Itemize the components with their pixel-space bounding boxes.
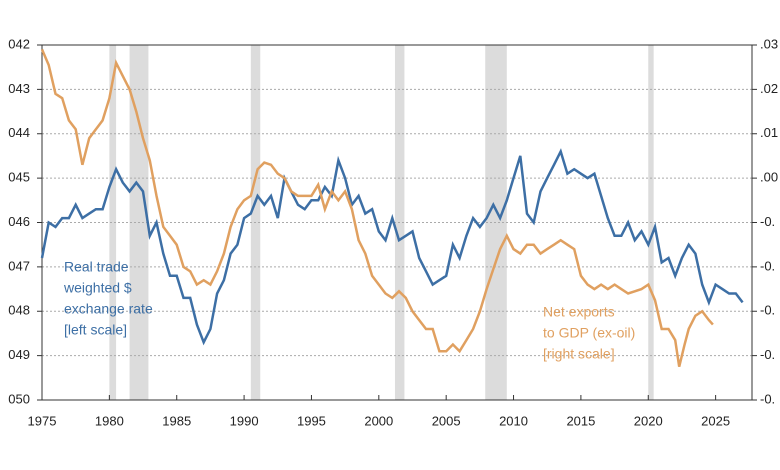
x-tick-label: 1990 — [230, 413, 259, 428]
series-label: Real trade — [64, 259, 129, 275]
x-tick-label: 2015 — [566, 413, 595, 428]
y-tick-label: 045 — [8, 170, 30, 185]
series-line — [40, 48, 714, 367]
y2-tick-label: .00 — [760, 170, 778, 185]
y2-tick-label: .02 — [760, 81, 778, 96]
series-label: [right scale] — [543, 346, 615, 362]
y2-tick-label: .03 — [760, 36, 778, 51]
x-tick-label: 1985 — [162, 413, 191, 428]
y-tick-label: 049 — [8, 347, 30, 362]
y-tick-label: 050 — [8, 391, 30, 406]
x-tick-label: 2005 — [432, 413, 461, 428]
y-tick-label: 042 — [8, 36, 30, 51]
series-label: Net exports — [543, 304, 615, 320]
series-label: exchange rate — [64, 301, 153, 317]
y-tick-label: 043 — [8, 81, 30, 96]
y2-tick-label: -0. — [760, 214, 775, 229]
y-tick-label: 048 — [8, 303, 30, 318]
series-label: [left scale] — [64, 322, 127, 338]
y2-tick-label: .01 — [760, 125, 778, 140]
recession-band — [109, 45, 117, 400]
plot-frame — [41, 44, 753, 401]
y-tick-label: 047 — [8, 258, 30, 273]
y2-tick-label: -0. — [760, 391, 775, 406]
x-tick-label: 1975 — [28, 413, 57, 428]
y2-tick-label: -0. — [760, 303, 775, 318]
series-label: to GDP (ex-oil) — [543, 325, 635, 341]
x-tick-label: 1980 — [95, 413, 124, 428]
x-tick-label: 2025 — [701, 413, 730, 428]
x-tick-label: 2000 — [364, 413, 393, 428]
y2-tick-label: -0. — [760, 347, 775, 362]
x-tick-label: 2010 — [499, 413, 528, 428]
series-label: weighted $ — [63, 280, 132, 296]
series-line — [40, 148, 744, 346]
y-tick-label: 044 — [8, 125, 30, 140]
y2-tick-label: -0. — [760, 258, 775, 273]
x-tick-label: 1995 — [297, 413, 326, 428]
x-tick-label: 2020 — [634, 413, 663, 428]
y-tick-label: 046 — [8, 214, 30, 229]
